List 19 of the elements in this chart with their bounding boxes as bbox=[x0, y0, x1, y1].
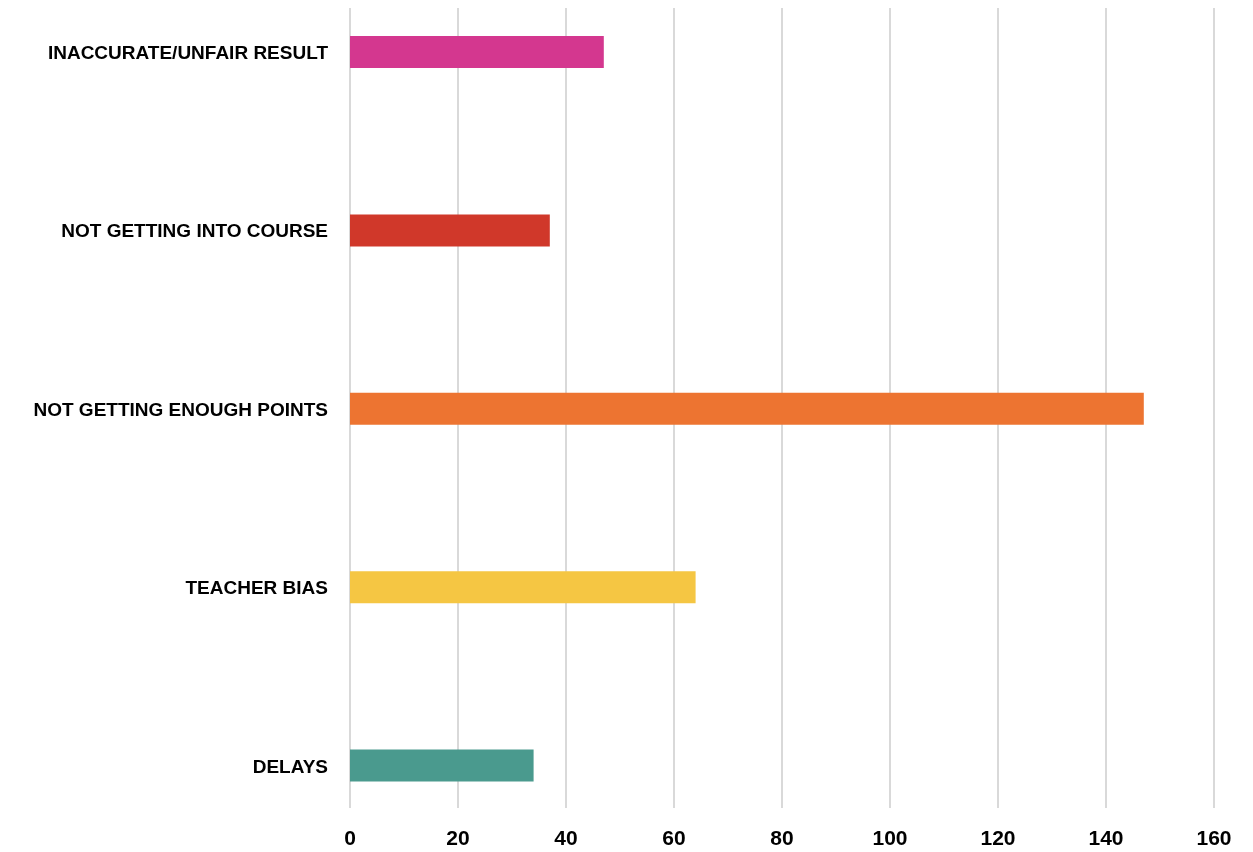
x-tick-label: 40 bbox=[554, 825, 578, 849]
y-tick-label: NOT GETTING INTO COURSE bbox=[61, 220, 328, 242]
y-tick-label: INACCURATE/UNFAIR RESULT bbox=[47, 41, 329, 63]
x-tick-label: 20 bbox=[446, 825, 470, 849]
x-tick-label: 160 bbox=[1196, 825, 1232, 849]
x-tick-label: 60 bbox=[662, 825, 686, 849]
y-tick-label: NOT GETTING ENOUGH POINTS bbox=[33, 398, 328, 420]
x-tick-label: 80 bbox=[770, 825, 794, 849]
x-tick-label: 0 bbox=[344, 825, 356, 849]
bar bbox=[350, 36, 604, 68]
y-tick-label: DELAYS bbox=[252, 755, 328, 777]
x-tick-label: 100 bbox=[872, 825, 908, 849]
bar bbox=[350, 749, 534, 782]
y-tick-label: TEACHER BIAS bbox=[185, 577, 328, 599]
x-tick-label: 120 bbox=[980, 825, 1016, 849]
x-tick-label: 140 bbox=[1088, 825, 1124, 849]
bar bbox=[350, 214, 550, 247]
bar bbox=[350, 571, 696, 604]
bar bbox=[350, 392, 1144, 425]
